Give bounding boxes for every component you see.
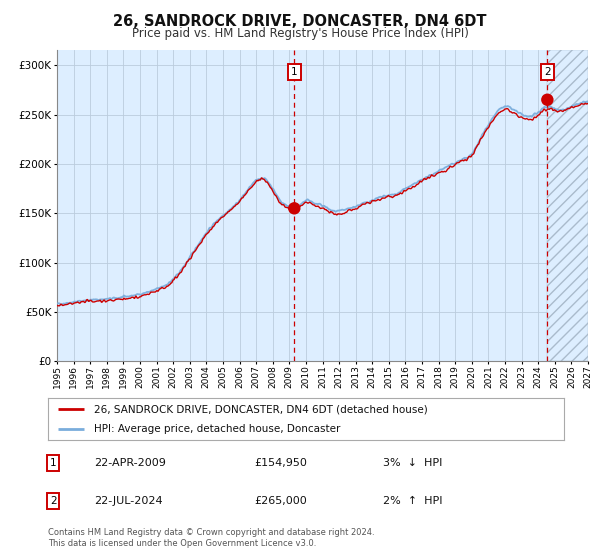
Text: 22-JUL-2024: 22-JUL-2024	[94, 496, 163, 506]
Point	[289, 204, 299, 213]
Text: 1: 1	[291, 67, 298, 77]
Text: 2: 2	[50, 496, 56, 506]
Text: 26, SANDROCK DRIVE, DONCASTER, DN4 6DT (detached house): 26, SANDROCK DRIVE, DONCASTER, DN4 6DT (…	[94, 404, 428, 414]
Text: 1: 1	[50, 458, 56, 468]
Text: £265,000: £265,000	[254, 496, 307, 506]
Text: 2: 2	[544, 67, 551, 77]
Text: 3%  ↓  HPI: 3% ↓ HPI	[383, 458, 443, 468]
Bar	[547, 50, 588, 361]
Text: 2%  ↑  HPI: 2% ↑ HPI	[383, 496, 443, 506]
Text: £154,950: £154,950	[254, 458, 307, 468]
Text: Price paid vs. HM Land Registry's House Price Index (HPI): Price paid vs. HM Land Registry's House …	[131, 27, 469, 40]
Text: 26, SANDROCK DRIVE, DONCASTER, DN4 6DT: 26, SANDROCK DRIVE, DONCASTER, DN4 6DT	[113, 14, 487, 29]
Point	[542, 95, 552, 104]
Text: Contains HM Land Registry data © Crown copyright and database right 2024.
This d: Contains HM Land Registry data © Crown c…	[48, 528, 374, 548]
Text: HPI: Average price, detached house, Doncaster: HPI: Average price, detached house, Donc…	[94, 424, 341, 433]
Text: 22-APR-2009: 22-APR-2009	[94, 458, 166, 468]
